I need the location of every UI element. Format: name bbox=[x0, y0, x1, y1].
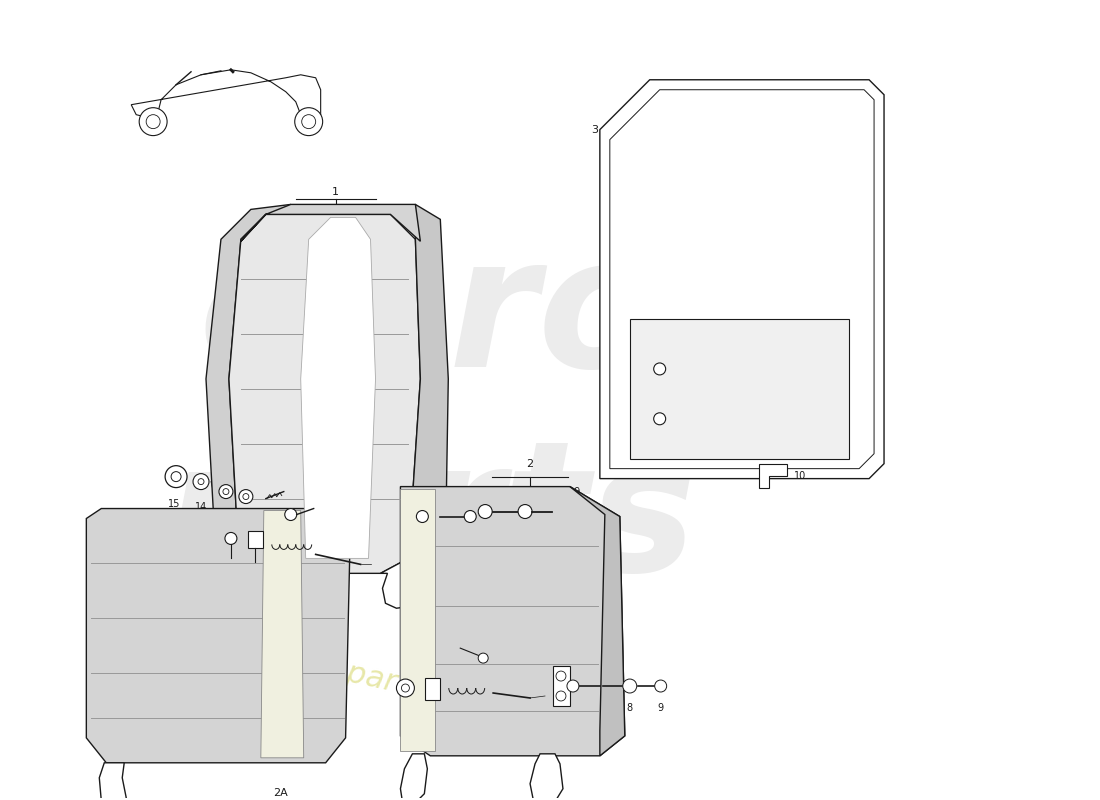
Circle shape bbox=[219, 485, 233, 498]
Polygon shape bbox=[300, 218, 375, 558]
Text: 6: 6 bbox=[403, 708, 408, 718]
Polygon shape bbox=[99, 763, 127, 800]
Polygon shape bbox=[381, 558, 420, 608]
Polygon shape bbox=[600, 80, 884, 478]
Polygon shape bbox=[86, 509, 351, 763]
Circle shape bbox=[239, 490, 253, 503]
Polygon shape bbox=[530, 754, 563, 800]
Circle shape bbox=[417, 510, 428, 522]
Polygon shape bbox=[248, 531, 263, 549]
Polygon shape bbox=[241, 205, 420, 242]
Polygon shape bbox=[400, 486, 625, 756]
Circle shape bbox=[295, 108, 322, 136]
Polygon shape bbox=[206, 205, 290, 558]
Circle shape bbox=[223, 489, 229, 494]
Polygon shape bbox=[400, 754, 428, 800]
Circle shape bbox=[243, 494, 249, 499]
Polygon shape bbox=[400, 489, 436, 751]
Text: 7: 7 bbox=[429, 708, 436, 718]
Circle shape bbox=[198, 478, 204, 485]
Polygon shape bbox=[426, 678, 440, 700]
Text: 12: 12 bbox=[240, 517, 252, 526]
Text: 8: 8 bbox=[499, 529, 505, 538]
Circle shape bbox=[192, 474, 209, 490]
Text: 14: 14 bbox=[195, 502, 207, 511]
Circle shape bbox=[518, 505, 532, 518]
Circle shape bbox=[653, 363, 666, 375]
Text: 2: 2 bbox=[527, 458, 534, 469]
Text: 9: 9 bbox=[290, 534, 297, 545]
Text: 7  8  9: 7 8 9 bbox=[340, 210, 371, 219]
Text: 5: 5 bbox=[512, 708, 518, 718]
Text: 13: 13 bbox=[220, 511, 232, 522]
Circle shape bbox=[478, 505, 492, 518]
Circle shape bbox=[402, 684, 409, 692]
Circle shape bbox=[623, 679, 637, 693]
Text: 2A: 2A bbox=[274, 788, 288, 798]
Text: 6: 6 bbox=[228, 568, 234, 578]
Circle shape bbox=[224, 533, 236, 545]
Text: 4  5  6  7  8  9: 4 5 6 7 8 9 bbox=[513, 486, 581, 497]
Text: 4: 4 bbox=[293, 568, 299, 578]
Polygon shape bbox=[229, 558, 266, 608]
Circle shape bbox=[146, 114, 161, 129]
Text: 3: 3 bbox=[591, 125, 598, 134]
Circle shape bbox=[285, 509, 297, 521]
Text: 7: 7 bbox=[252, 568, 258, 578]
Text: 1: 1 bbox=[332, 187, 339, 198]
Circle shape bbox=[654, 680, 667, 692]
Polygon shape bbox=[131, 70, 321, 120]
Circle shape bbox=[301, 114, 316, 129]
Text: 4: 4 bbox=[468, 708, 473, 718]
Polygon shape bbox=[229, 214, 420, 574]
Polygon shape bbox=[261, 510, 304, 758]
Text: 8: 8 bbox=[419, 531, 426, 542]
Text: a passion for parts since 1985: a passion for parts since 1985 bbox=[142, 616, 600, 740]
Text: 15: 15 bbox=[168, 498, 180, 509]
Text: 11: 11 bbox=[267, 514, 279, 525]
Polygon shape bbox=[759, 464, 788, 487]
Circle shape bbox=[165, 466, 187, 487]
Circle shape bbox=[556, 691, 566, 701]
Circle shape bbox=[396, 679, 415, 697]
Polygon shape bbox=[609, 90, 874, 469]
Polygon shape bbox=[408, 205, 449, 558]
Text: 8: 8 bbox=[582, 703, 588, 713]
Polygon shape bbox=[553, 666, 570, 706]
Text: 9: 9 bbox=[470, 628, 476, 638]
Circle shape bbox=[464, 510, 476, 522]
Text: 9: 9 bbox=[658, 703, 663, 713]
Polygon shape bbox=[630, 319, 849, 458]
Text: 9: 9 bbox=[542, 529, 548, 538]
Text: euro
parts: euro parts bbox=[164, 229, 697, 609]
Circle shape bbox=[653, 413, 666, 425]
Text: 4  5  6: 4 5 6 bbox=[300, 210, 331, 219]
Text: 8: 8 bbox=[627, 703, 632, 713]
Circle shape bbox=[556, 671, 566, 681]
Circle shape bbox=[140, 108, 167, 136]
Text: 5: 5 bbox=[338, 576, 343, 586]
Circle shape bbox=[172, 472, 182, 482]
Polygon shape bbox=[570, 486, 625, 756]
Circle shape bbox=[566, 680, 579, 692]
Text: 10: 10 bbox=[794, 470, 806, 481]
Text: 9: 9 bbox=[468, 491, 473, 502]
Circle shape bbox=[478, 653, 488, 663]
